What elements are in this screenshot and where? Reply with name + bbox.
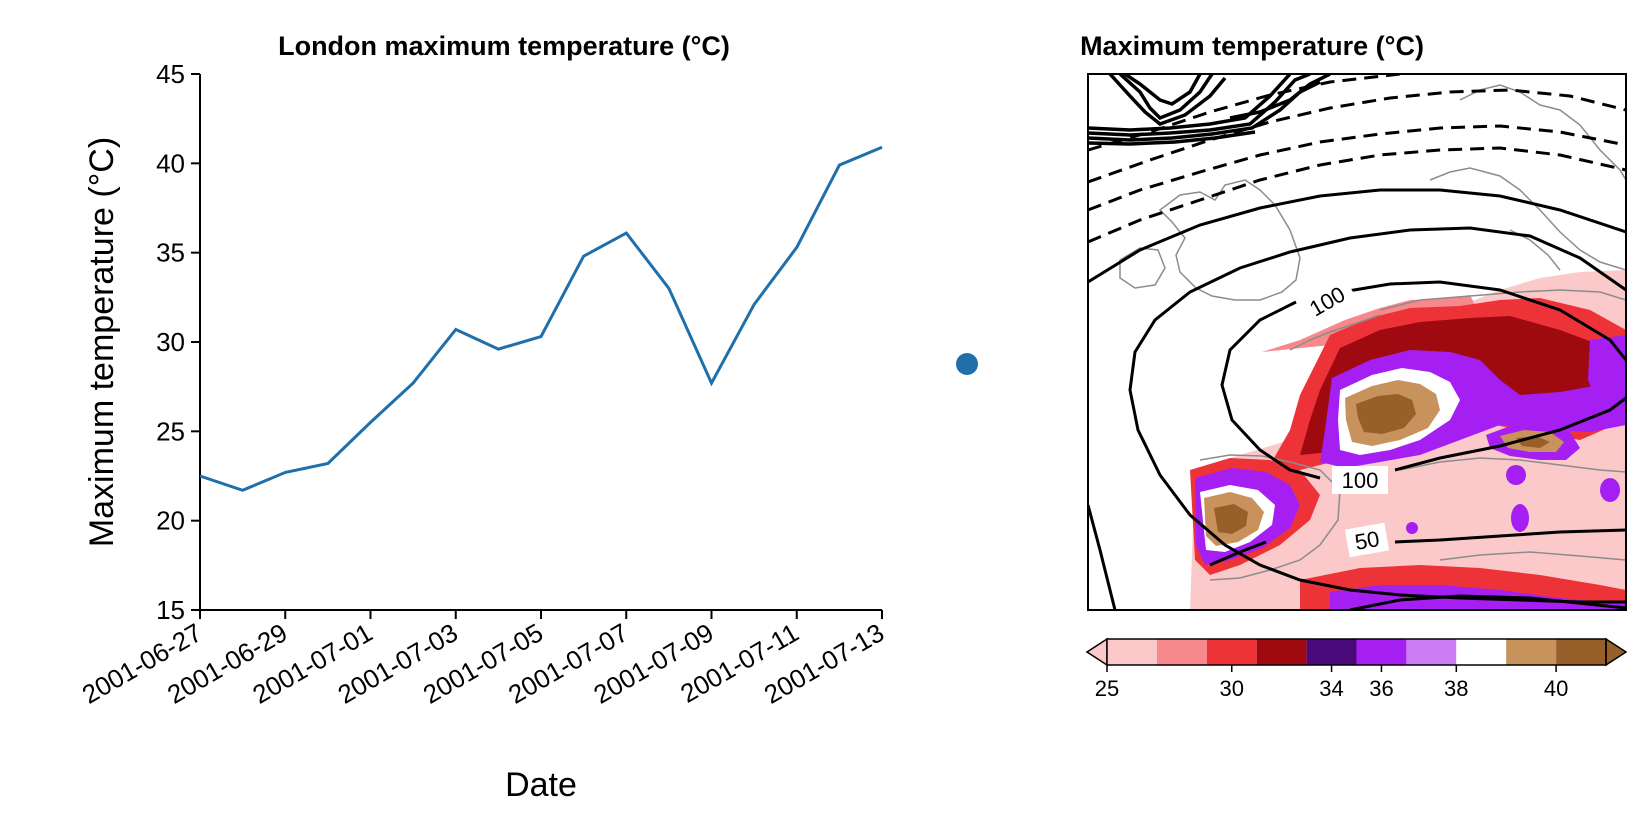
colorbar-segment — [1306, 639, 1357, 665]
x-axis-label: Date — [505, 766, 577, 804]
colorbar-segment — [1556, 639, 1606, 665]
y-ticks: 15 20 25 30 35 40 45 — [156, 59, 200, 625]
colorbar — [1085, 637, 1628, 667]
contour-label: 50 — [1353, 526, 1381, 555]
contour-label: 100 — [1342, 468, 1379, 493]
colorbar-extend-high — [1605, 637, 1628, 667]
series-line — [199, 145, 883, 492]
colorbar-segment — [1206, 639, 1257, 665]
y-tick-label: 40 — [156, 148, 185, 178]
map-area: 100 100 50 — [1088, 74, 1626, 610]
y-tick-label: 20 — [156, 506, 185, 536]
y-axis-label: Maximum temperature (°C) — [83, 137, 121, 547]
line-chart-panel: London maximum temperature (°C) 15 20 25 30… — [77, 31, 889, 804]
map-frame — [1087, 73, 1627, 611]
colorbar-segment — [1107, 639, 1157, 665]
colorbar-segment — [1356, 639, 1407, 665]
colorbar-frame — [1106, 638, 1607, 666]
line-chart-title: London maximum temperature (°C) — [278, 31, 730, 61]
y-tick-label: 30 — [156, 327, 185, 357]
y-tick-label: 35 — [156, 238, 185, 268]
colorbar-segment — [1406, 639, 1457, 665]
colorbar-tick-label: 38 — [1444, 676, 1468, 701]
colorbar-tick-label: 25 — [1095, 676, 1119, 701]
colorbar-segment — [1256, 639, 1307, 665]
colorbar-tick-label: 30 — [1220, 676, 1244, 701]
colorbar-segment — [1506, 639, 1557, 665]
colorbar-ticks: 25 30 34 36 38 40 — [1095, 665, 1568, 701]
location-marker — [956, 353, 978, 375]
temperature-field — [1190, 270, 1626, 610]
y-tick-label: 45 — [156, 59, 185, 89]
colorbar-tick-label: 34 — [1319, 676, 1343, 701]
colorbar-extend-low — [1085, 637, 1108, 667]
y-tick-label: 15 — [156, 595, 185, 625]
y-tick-label: 25 — [156, 416, 185, 446]
colorbar-tick-label: 36 — [1369, 676, 1393, 701]
x-ticks: 2001-06-272001-06-292001-07-012001-07-03… — [77, 610, 889, 710]
map-title: Maximum temperature (°C) — [1080, 31, 1424, 61]
colorbar-segment — [1456, 639, 1507, 665]
colorbar-tick-label: 40 — [1544, 676, 1568, 701]
dense-contours — [1088, 74, 1331, 146]
colorbar-segment — [1156, 639, 1207, 665]
map-panel: Maximum temperature (°C) — [1080, 31, 1628, 701]
contours — [1088, 188, 1626, 610]
